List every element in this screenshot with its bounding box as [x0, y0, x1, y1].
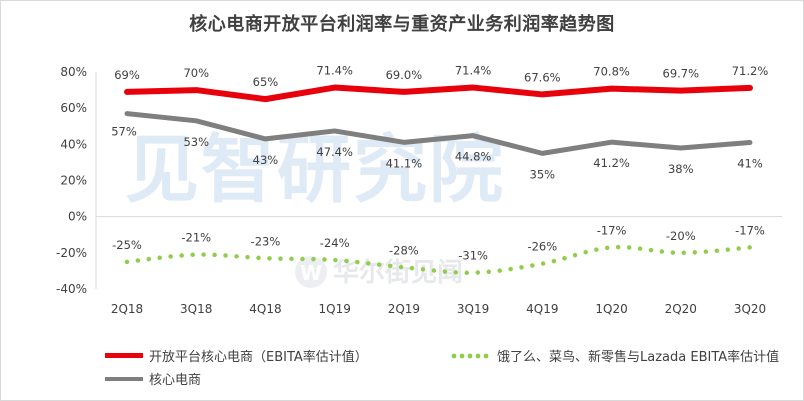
data-label-core-ecommerce: 38% — [668, 162, 694, 176]
y-tick-label: -20% — [56, 246, 87, 260]
legend-label: 核心电商 — [149, 373, 202, 388]
data-labels: 69% 70% 65% 71.4% 69.0% 71.4% 67.6% 70.8% 69.7% 7… — [111, 64, 768, 263]
x-tick-label: 4Q19 — [526, 302, 558, 316]
legend-swatch-green-dots — [451, 353, 489, 358]
x-tick-label: 2Q18 — [111, 302, 143, 316]
chart-title: 核心电商开放平台利润率与重资产业务利润率趋势图 — [189, 14, 615, 35]
data-label-core-ecommerce: 41% — [737, 157, 763, 171]
x-tick-label: 1Q19 — [318, 302, 350, 316]
data-label-open-platform: 70.8% — [593, 65, 630, 79]
series-line-core-ecommerce — [124, 111, 753, 156]
data-label-open-platform: 71.2% — [732, 64, 769, 78]
data-label-heavy-asset: -17% — [597, 223, 627, 237]
legend-swatch-red-line — [105, 353, 143, 358]
series-line-open-platform — [124, 84, 753, 103]
axes: 80% 60% 40% 20% 0% -20% -40% 2Q18 3Q18 4Q18 1Q19 2Q… — [56, 65, 782, 316]
legend-item-core-ecommerce: 核心电商 — [105, 369, 201, 388]
legend-label: 开放平台核心电商（EBITA率估计值） — [149, 350, 368, 365]
data-label-open-platform: 67.6% — [524, 70, 561, 84]
data-label-open-platform: 69.7% — [663, 67, 700, 81]
y-tick-label: 20% — [60, 174, 87, 188]
watermark-badge-letter: W — [300, 261, 322, 285]
legend-item-heavy-asset: 饿了么、菜鸟、新零售与Lazada EBITA率估计值 — [451, 346, 779, 365]
data-label-core-ecommerce: 53% — [183, 135, 209, 149]
data-label-heavy-asset: -23% — [251, 234, 281, 248]
data-label-core-ecommerce: 43% — [253, 153, 279, 167]
series — [124, 84, 753, 276]
data-label-heavy-asset: -31% — [458, 249, 488, 263]
data-label-core-ecommerce: 41.2% — [593, 156, 630, 170]
data-label-core-ecommerce: 41.1% — [386, 156, 423, 170]
watermark-wallstreetcn: 华尔街见闻 — [333, 257, 463, 288]
data-label-open-platform: 70% — [183, 66, 209, 80]
y-tick-label: 40% — [60, 137, 87, 151]
y-tick-label: 0% — [68, 210, 87, 224]
x-tick-label: 4Q18 — [249, 302, 281, 316]
data-label-core-ecommerce: 57% — [111, 125, 137, 139]
data-label-core-ecommerce: 44.8% — [455, 150, 492, 164]
x-tick-label: 3Q19 — [457, 302, 489, 316]
data-label-heavy-asset: -28% — [389, 243, 419, 257]
data-label-heavy-asset: -25% — [112, 238, 142, 252]
data-label-open-platform: 71.4% — [316, 64, 353, 78]
data-label-open-platform: 69% — [114, 68, 140, 82]
data-label-heavy-asset: -20% — [666, 229, 696, 243]
x-tick-label: 3Q18 — [180, 302, 212, 316]
legend-label: 饿了么、菜鸟、新零售与Lazada EBITA率估计值 — [497, 350, 780, 365]
data-label-heavy-asset: -26% — [527, 240, 557, 254]
watermark-secondary: W 华尔街见闻 — [295, 256, 463, 288]
x-tick-label: 3Q20 — [734, 302, 766, 316]
data-label-heavy-asset: -17% — [735, 223, 765, 237]
data-label-open-platform: 71.4% — [455, 64, 492, 78]
x-tick-label: 2Q19 — [388, 302, 420, 316]
x-tick-label: 2Q20 — [665, 302, 697, 316]
y-tick-label: -40% — [56, 282, 87, 296]
watermark-badge — [295, 256, 327, 288]
y-tick-label: 60% — [60, 101, 87, 115]
legend-swatch-gray-line — [105, 376, 143, 381]
x-tick-label: 1Q20 — [595, 302, 627, 316]
legend-item-open-platform: 开放平台核心电商（EBITA率估计值） — [105, 346, 368, 365]
data-label-heavy-asset: -24% — [320, 236, 350, 250]
y-tick-label: 80% — [60, 65, 87, 79]
data-label-open-platform: 69.0% — [386, 68, 423, 82]
data-label-core-ecommerce: 47.4% — [316, 145, 353, 159]
data-label-heavy-asset: -21% — [181, 231, 211, 245]
data-label-open-platform: 65% — [253, 75, 279, 89]
data-label-core-ecommerce: 35% — [530, 167, 556, 181]
